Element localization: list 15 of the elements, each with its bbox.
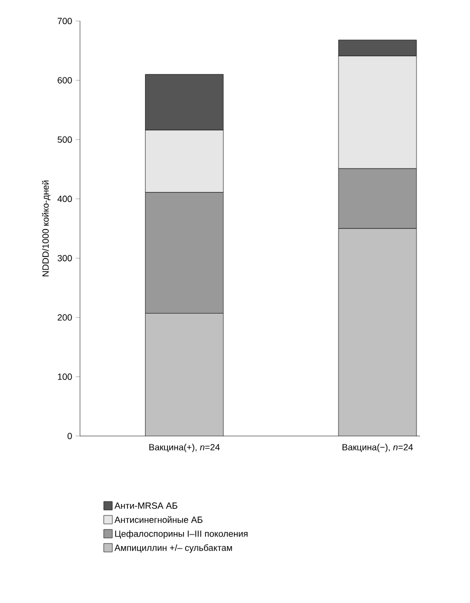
legend-label: Ампициллин +/– сульбактам	[114, 544, 232, 553]
y-tick-label: 600	[58, 77, 72, 84]
y-axis-title: NDDD/1000 койко-дней	[42, 180, 50, 276]
y-tick-label: 100	[58, 374, 72, 380]
y-tick-label: 300	[58, 254, 72, 262]
x-tick-label: Вакцина(+), n=24	[149, 444, 220, 452]
legend-label: Анти-MRSA АБ	[114, 502, 178, 509]
x-tick-label: Вакцина(−), n=24	[342, 444, 413, 452]
y-tick-label: 200	[58, 314, 72, 321]
y-tick-label: 500	[58, 136, 72, 143]
y-tick-label: 400	[57, 196, 72, 202]
legend-label: Антисинегнойные АБ	[114, 516, 202, 523]
legend-label: Цефалоспорины I–III поколения	[115, 530, 248, 539]
y-tick-label: 0	[68, 432, 72, 440]
y-tick-label: 700	[58, 18, 72, 24]
